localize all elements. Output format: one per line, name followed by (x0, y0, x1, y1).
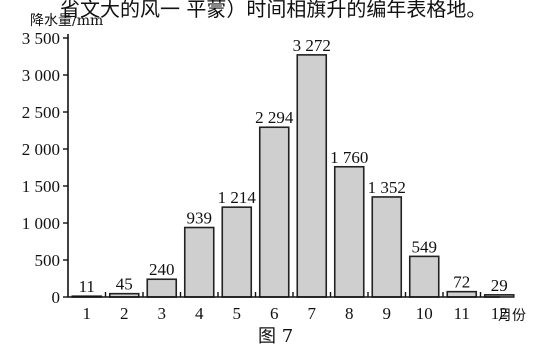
x-tick-label-month-12: 12 (491, 304, 508, 323)
x-tick-label-month-8: 8 (345, 304, 354, 323)
data-label-month-7: 3 272 (293, 36, 331, 55)
y-tick-label: 3 500 (22, 29, 60, 48)
data-label-month-4: 939 (187, 209, 213, 228)
bar-month-8 (333, 165, 365, 298)
bar-month-10 (408, 255, 440, 298)
y-tick-label: 3 000 (22, 66, 60, 85)
bar-month-5 (221, 206, 253, 298)
data-label-month-2: 45 (116, 275, 133, 294)
x-tick-label-month-2: 2 (120, 304, 129, 323)
y-tick-label: 500 (35, 251, 61, 270)
data-label-month-12: 29 (491, 276, 508, 295)
bar-month-4 (183, 226, 215, 298)
data-label-month-8: 1 760 (330, 148, 368, 167)
data-label-month-3: 240 (149, 260, 175, 279)
x-tick-label-month-9: 9 (383, 304, 392, 323)
x-tick-label-month-5: 5 (233, 304, 242, 323)
x-axis-ticks: 1 2 3 4 5 6 7 8 9 10 11 12 (83, 292, 508, 323)
data-label-month-5: 1 214 (218, 188, 257, 207)
x-tick-label-month-6: 6 (270, 304, 279, 323)
header-text-fragment: 省文大的风一 平蒙）时间相旗升的编年表格地。 (60, 0, 486, 21)
y-tick-label: 1 000 (22, 214, 60, 233)
x-tick-label-month-11: 11 (454, 304, 470, 323)
bar-month-3 (146, 278, 178, 298)
y-tick-label: 1 500 (22, 177, 60, 196)
x-tick-label-month-4: 4 (195, 304, 204, 323)
x-tick-label-month-7: 7 (308, 304, 317, 323)
x-tick-label-month-1: 1 (83, 304, 92, 323)
y-tick-label: 0 (52, 288, 61, 307)
bar-month-9 (371, 196, 403, 298)
bar-month-7 (296, 54, 328, 298)
y-tick-label: 2 500 (22, 103, 60, 122)
bar-month-6 (258, 126, 290, 298)
bars-group (71, 54, 515, 298)
x-tick-label-month-3: 3 (158, 304, 167, 323)
x-tick-label-month-10: 10 (416, 304, 433, 323)
data-label-month-11: 72 (453, 273, 470, 292)
figure-caption: 图 7 (258, 326, 293, 347)
data-label-month-6: 2 294 (255, 108, 294, 127)
y-axis-ticks: 0 500 1 000 1 500 2 000 2 500 3 000 3 500 (22, 29, 68, 307)
data-label-month-9: 1 352 (368, 178, 406, 197)
y-axis-label: 降水量/mm (30, 13, 103, 29)
data-label-month-10: 549 (412, 237, 438, 256)
data-label-month-1: 11 (79, 277, 95, 296)
y-tick-label: 2 000 (22, 140, 60, 159)
x-axis-label: 月份 (498, 308, 526, 324)
